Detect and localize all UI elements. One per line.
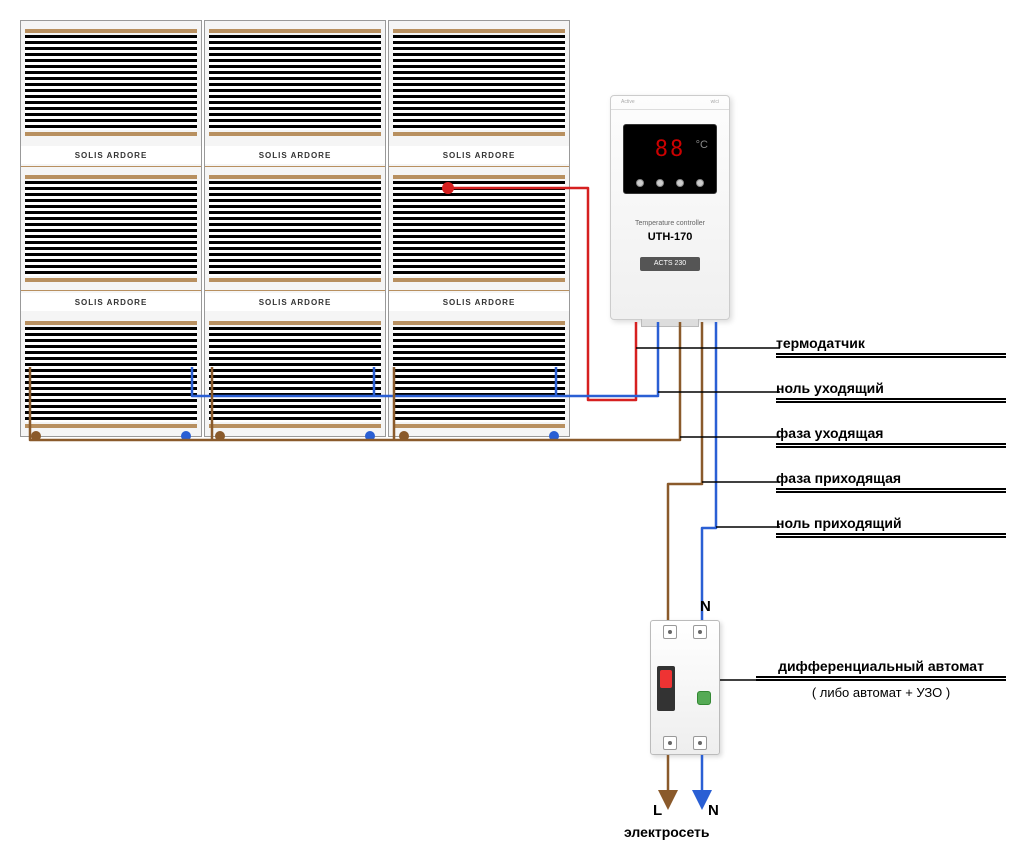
label-N-bottom: N: [708, 802, 719, 819]
breaker-toggle[interactable]: [657, 666, 675, 711]
panel-1: SOLIS ARDORE SOLIS ARDORE: [20, 20, 202, 437]
terminal-neutral: [365, 431, 375, 441]
thermostat-badge: ACTS 230: [640, 257, 700, 271]
breaker-test-button[interactable]: [697, 691, 711, 705]
terminal-phase: [399, 431, 409, 441]
brand-label: SOLIS ARDORE: [389, 146, 569, 164]
callout-text: фаза уходящая: [776, 425, 1006, 441]
breaker-terminal-top-left: [663, 625, 677, 639]
callout-0: термодатчик: [776, 335, 1006, 358]
brand-label: SOLIS ARDORE: [21, 293, 201, 311]
heating-film-panels: SOLIS ARDORE SOLIS ARDORE SOLIS ARDORE S…: [20, 20, 570, 437]
callout-2: фаза уходящая: [776, 425, 1006, 448]
wire-slot: [641, 319, 699, 327]
label-L-bottom: L: [653, 802, 662, 819]
thermostat-top-left: Active: [621, 99, 635, 106]
label-N-top: N: [700, 598, 711, 615]
callout-1: ноль уходящий: [776, 380, 1006, 403]
callout-text: термодатчик: [776, 335, 1006, 351]
differential-breaker: [650, 620, 720, 755]
panel-2: SOLIS ARDORE SOLIS ARDORE: [204, 20, 386, 437]
thermostat-button[interactable]: [656, 179, 664, 187]
brand-label: SOLIS ARDORE: [205, 146, 385, 164]
thermostat-button[interactable]: [676, 179, 684, 187]
callout-4: ноль приходящий: [776, 515, 1006, 538]
thermostat-display: 88 °C: [623, 124, 717, 194]
display-unit: °C: [696, 139, 708, 151]
terminal-phase: [215, 431, 225, 441]
label-mains: электросеть: [624, 824, 710, 840]
breaker-terminal-bot-right: [693, 736, 707, 750]
thermostat-top-right: wici: [711, 99, 719, 106]
brand-label: SOLIS ARDORE: [205, 293, 385, 311]
callout-text: ноль приходящий: [776, 515, 1006, 531]
thermostat: Active wici 88 °C Temperature controller…: [610, 95, 730, 320]
breaker-terminal-top-right: [693, 625, 707, 639]
terminal-neutral: [549, 431, 559, 441]
brand-label: SOLIS ARDORE: [389, 293, 569, 311]
terminal-phase: [31, 431, 41, 441]
callout-3: фаза приходящая: [776, 470, 1006, 493]
thermostat-button[interactable]: [696, 179, 704, 187]
terminal-neutral: [181, 431, 191, 441]
callout-text: ноль уходящий: [776, 380, 1006, 396]
callout-text: фаза приходящая: [776, 470, 1006, 486]
thermostat-sublabel: Temperature controller: [611, 220, 729, 227]
callout-breaker: дифференциальный автомат( либо автомат +…: [756, 658, 1006, 700]
breaker-terminal-bot-left: [663, 736, 677, 750]
brand-label: SOLIS ARDORE: [21, 146, 201, 164]
thermostat-model: UTH-170: [611, 231, 729, 243]
thermostat-button[interactable]: [636, 179, 644, 187]
panel-3: SOLIS ARDORE SOLIS ARDORE: [388, 20, 570, 437]
